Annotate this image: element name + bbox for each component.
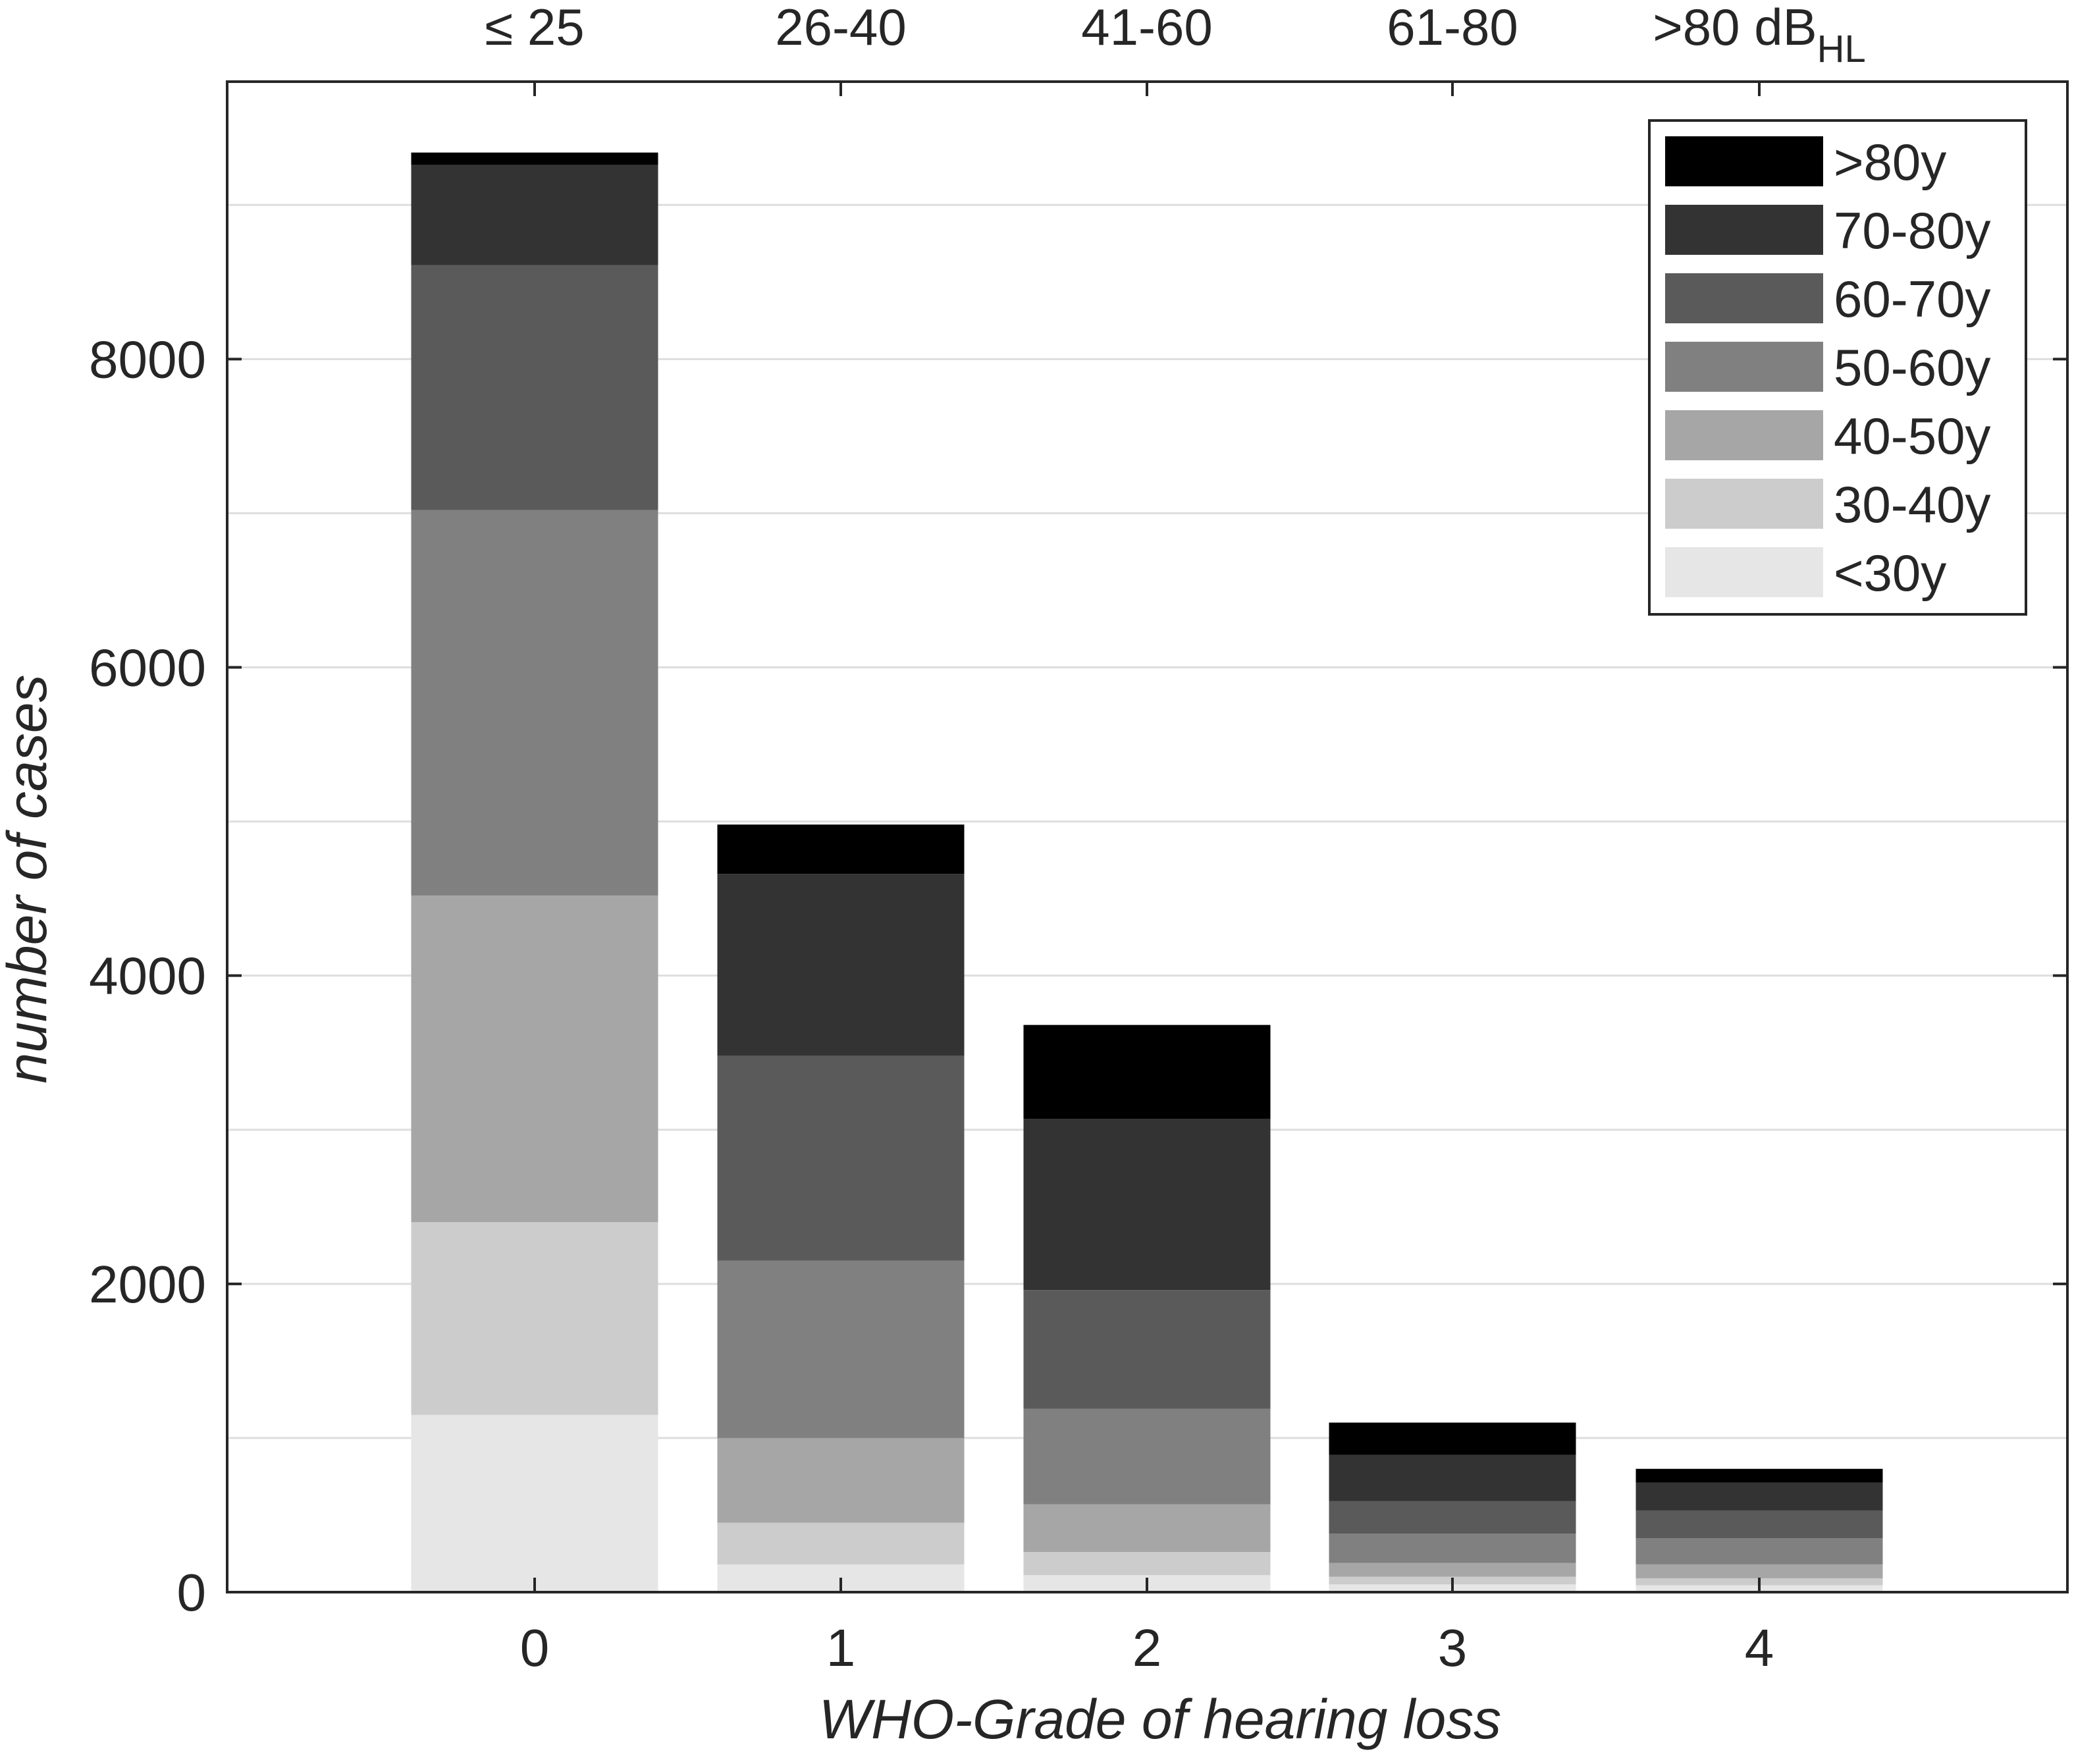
legend-label: 60-70y bbox=[1834, 270, 1991, 328]
bar-segment bbox=[1329, 1534, 1576, 1563]
bar-segment bbox=[1635, 1468, 1883, 1483]
legend-swatch bbox=[1665, 479, 1823, 529]
x-axis-title: WHO-Grade of hearing loss bbox=[819, 1688, 1501, 1750]
bar-segment bbox=[411, 152, 658, 165]
legend-swatch bbox=[1665, 410, 1823, 460]
legend-label: 30-40y bbox=[1834, 475, 1991, 533]
top-unit-subscript: HL bbox=[1817, 28, 1866, 70]
bar-segment bbox=[717, 1260, 965, 1438]
bar-segment bbox=[717, 824, 965, 874]
bar-segment bbox=[1023, 1025, 1271, 1119]
y-tick-label: 8000 bbox=[89, 330, 206, 388]
x-tick-label: 0 bbox=[520, 1618, 550, 1677]
legend-swatch bbox=[1665, 205, 1823, 255]
bar-segment bbox=[411, 1414, 658, 1592]
bar-segment bbox=[411, 895, 658, 1223]
y-axis-title: number of cases bbox=[0, 675, 58, 1084]
bar-segment bbox=[1023, 1504, 1271, 1553]
bar-segment bbox=[1023, 1408, 1271, 1505]
legend-swatch bbox=[1665, 136, 1823, 186]
legend-label: <30y bbox=[1834, 544, 1946, 602]
legend-label: >80y bbox=[1834, 133, 1946, 191]
bar-segment bbox=[1635, 1510, 1883, 1539]
y-tick-label: 2000 bbox=[89, 1255, 206, 1314]
bar-segment bbox=[1329, 1455, 1576, 1501]
bar-segment bbox=[717, 874, 965, 1056]
bar-segment bbox=[717, 1437, 965, 1523]
bar-segment bbox=[411, 265, 658, 510]
bar-segment bbox=[1329, 1563, 1576, 1577]
x-tick-label: 1 bbox=[826, 1618, 856, 1677]
bar-segment bbox=[717, 1056, 965, 1261]
top-tick-label: >80 dBHL bbox=[1653, 0, 1866, 70]
legend-label: 50-60y bbox=[1834, 338, 1991, 396]
y-tick-label: 4000 bbox=[89, 947, 206, 1005]
legend-label: 40-50y bbox=[1834, 407, 1991, 465]
top-tick-label: 41-60 bbox=[1081, 0, 1213, 56]
bar-segment bbox=[1635, 1538, 1883, 1564]
bar-segment bbox=[1635, 1482, 1883, 1510]
x-tick-label: 4 bbox=[1745, 1618, 1774, 1677]
y-tick-label: 6000 bbox=[89, 639, 206, 697]
top-tick-label: ≤ 25 bbox=[485, 0, 584, 56]
legend-swatch bbox=[1665, 342, 1823, 392]
bar-segment bbox=[1635, 1564, 1883, 1578]
bar-segment bbox=[1023, 1552, 1271, 1576]
x-tick-label: 3 bbox=[1438, 1618, 1468, 1677]
legend: >80y 70-80y 60-70y 50-60y 40-50y 30-40y <30y bbox=[1648, 119, 2027, 616]
bar-segment bbox=[1329, 1422, 1576, 1455]
bar-segment bbox=[411, 510, 658, 895]
top-tick-label: 61-80 bbox=[1387, 0, 1518, 56]
labels-layer: WHO-Grade of hearing loss number of case… bbox=[0, 675, 1501, 1750]
bar-segment bbox=[1023, 1119, 1271, 1291]
bar-segment bbox=[1023, 1290, 1271, 1409]
legend-swatch bbox=[1665, 273, 1823, 323]
legend-label: 70-80y bbox=[1834, 201, 1991, 259]
bar-segment bbox=[411, 165, 658, 265]
legend-swatch bbox=[1665, 547, 1823, 597]
bar-segment bbox=[1329, 1501, 1576, 1534]
y-tick-label: 0 bbox=[177, 1563, 207, 1622]
x-tick-label: 2 bbox=[1132, 1618, 1162, 1677]
bars-layer bbox=[411, 152, 1883, 1592]
bar-segment bbox=[411, 1222, 658, 1415]
bar-segment bbox=[717, 1522, 965, 1564]
top-tick-label: 26-40 bbox=[775, 0, 907, 56]
